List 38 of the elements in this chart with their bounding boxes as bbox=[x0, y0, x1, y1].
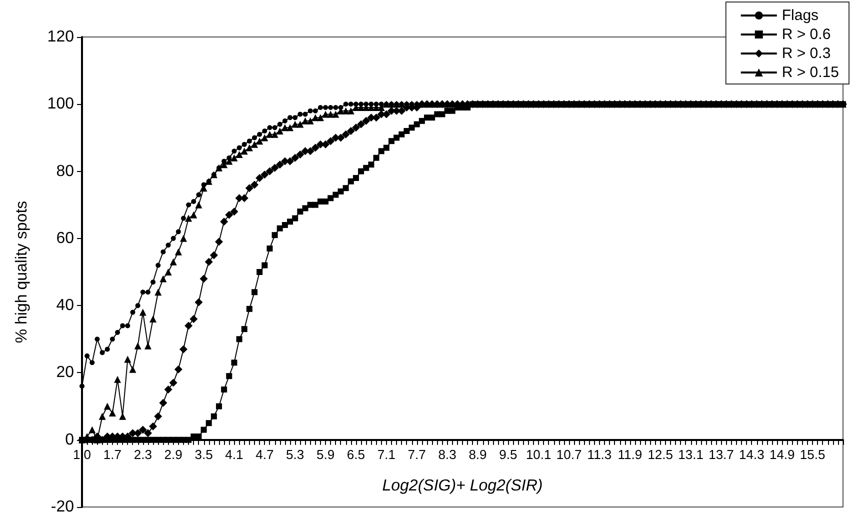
x-tick-label: 2.9 bbox=[164, 446, 182, 462]
x-tick-label: 8.9 bbox=[468, 446, 487, 462]
x-tick-label: 3.5 bbox=[194, 446, 213, 462]
x-tick-label: 6.5 bbox=[346, 446, 365, 462]
y-tick-label: 60 bbox=[56, 230, 74, 247]
x-tick-label: 4.1 bbox=[225, 446, 244, 462]
x-tick-label: 14.3 bbox=[739, 446, 764, 462]
legend-label: R > 0.3 bbox=[782, 45, 831, 62]
y-axis-title: % high quality spots bbox=[14, 200, 30, 344]
x-tick-label: 1.7 bbox=[103, 446, 122, 462]
y-tick-label: -20 bbox=[50, 498, 74, 514]
x-tick-label: 14.9 bbox=[769, 446, 795, 462]
x-tick-label: 11.9 bbox=[618, 446, 642, 462]
legend-label: Flags bbox=[782, 7, 819, 24]
x-tick-label: 4.7 bbox=[256, 446, 274, 462]
x-tick-label: 7.1 bbox=[377, 446, 396, 462]
x-tick-label: 9.5 bbox=[499, 446, 518, 462]
legend-label: R > 0.15 bbox=[782, 64, 840, 81]
legend-label: R > 0.6 bbox=[782, 26, 831, 43]
x-tick-label: 8.3 bbox=[438, 446, 456, 462]
x-tick-label: 10.1 bbox=[526, 446, 552, 462]
x-tick-label: 11.3 bbox=[587, 446, 612, 462]
y-tick-label: 100 bbox=[47, 96, 74, 113]
x-axis-title: Log2(SIG)+ Log2(SIR) bbox=[382, 477, 543, 494]
y-tick-label: 0 bbox=[65, 431, 74, 448]
y-tick-label: 40 bbox=[56, 297, 74, 314]
y-tick-label: 80 bbox=[56, 162, 74, 180]
x-tick-label: 10.7 bbox=[556, 446, 582, 462]
y-tick-label: 20 bbox=[56, 364, 74, 382]
x-tick-label: 5.9 bbox=[316, 446, 335, 462]
x-tick-label: 13.7 bbox=[708, 446, 734, 462]
x-tick-label: 15.5 bbox=[800, 446, 826, 462]
x-tick-label: 13.1 bbox=[678, 446, 704, 462]
x-tick-label: 7.7 bbox=[408, 446, 426, 462]
x-tick-label: 12.5 bbox=[648, 446, 674, 462]
x-tick-label: 2.3 bbox=[134, 446, 152, 462]
y-tick-label: 120 bbox=[47, 28, 74, 46]
x-tick-label: 5.3 bbox=[286, 446, 304, 462]
